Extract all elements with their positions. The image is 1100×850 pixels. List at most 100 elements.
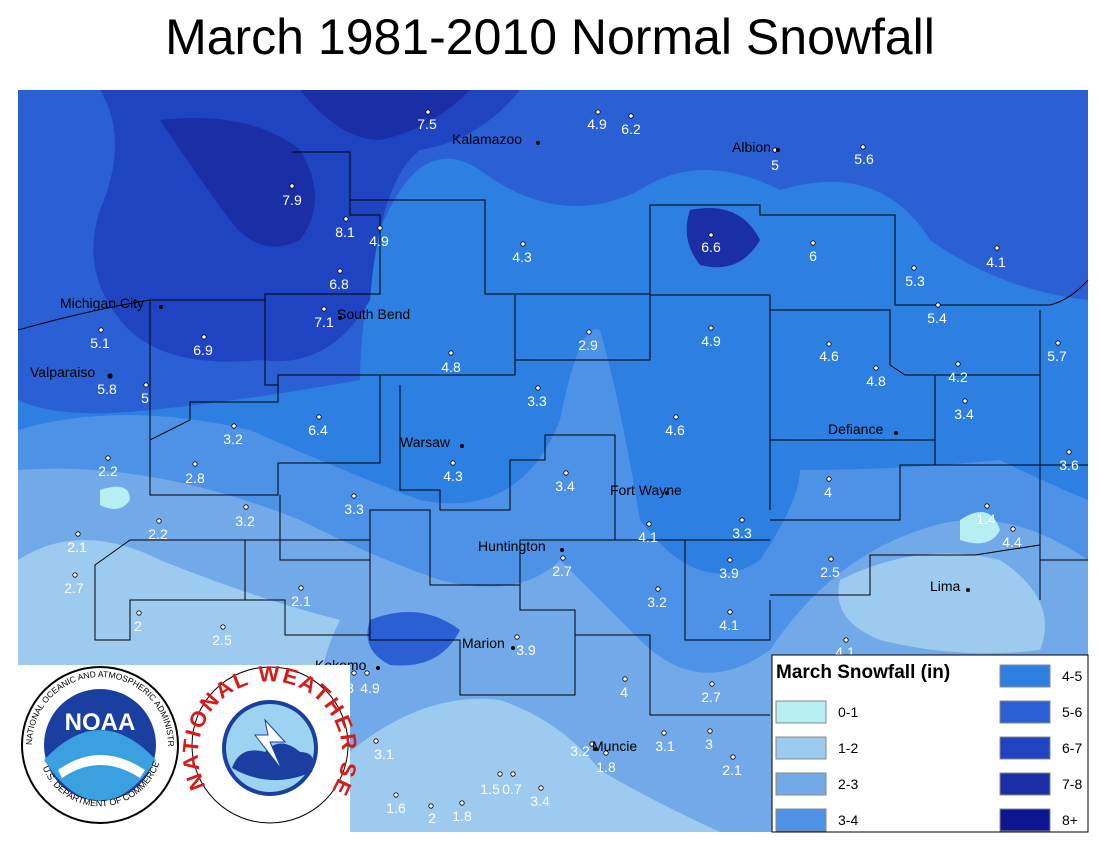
station-value: 6.9 [193,342,213,358]
station-value: 3 [346,680,354,696]
station-value: 7.1 [314,314,334,330]
station-value: 3.9 [719,565,739,581]
station-dot [603,750,609,756]
station-dot [828,556,834,562]
station-value: 5 [771,157,779,173]
station-value: 4.6 [819,348,839,364]
station-value: 3.1 [655,738,675,754]
station-dot [984,503,990,509]
station-dot [707,728,713,734]
station-value: 1.8 [596,759,616,775]
station-value: 5 [141,390,149,406]
legend-label: 1-2 [838,740,858,756]
station-value: 6 [809,248,817,264]
station-value: 5.8 [97,381,117,397]
legend-swatch [775,808,827,832]
station-dot [708,232,714,238]
city-label: Huntington [478,538,546,554]
station-dot [459,800,465,806]
station-dot [373,738,379,744]
station-value: 4.1 [986,254,1006,270]
station-value: 4.1 [719,617,739,633]
station-value: 4.8 [866,373,886,389]
station-dot [563,470,569,476]
station-dot [646,521,652,527]
station-value: 6.2 [621,121,641,137]
title: March 1981-2010 Normal Snowfall [165,9,935,65]
station-value: 1.5 [480,781,500,797]
station-dot [586,329,592,335]
station-value: 3.4 [530,793,550,809]
station-value: 2.7 [64,580,84,596]
city-dot [536,141,540,145]
station-value: 4.1 [638,529,658,545]
station-dot [994,245,1000,251]
station-value: 4.3 [512,249,532,265]
station-dot [673,414,679,420]
station-value: 7.5 [417,116,437,132]
station-dot [450,460,456,466]
station-value: 5.7 [1047,348,1067,364]
station-value: 5.6 [854,151,874,167]
station-value: 4 [620,684,628,700]
station-dot [826,341,832,347]
station-value: 2.1 [291,593,311,609]
city-label: Marion [462,635,505,651]
station-value: 2.8 [185,470,205,486]
station-dot [860,144,866,150]
city-label: Albion [732,139,771,155]
station-dot [143,382,149,388]
legend-swatch [999,664,1051,688]
station-dot [98,327,104,333]
station-dot [1055,340,1061,346]
station-dot [595,109,601,115]
station-dot [535,385,541,391]
city-dot [894,431,898,435]
station-dot [655,586,661,592]
city-dot [776,148,780,152]
station-value: 1.8 [452,808,472,824]
station-value: 3.6 [1059,457,1079,473]
station-dot [377,225,383,231]
station-dot [72,572,78,578]
city-dot [159,305,163,309]
station-dot [589,741,595,747]
station-value: 8.1 [335,224,355,240]
station-value: 2.7 [552,563,572,579]
station-value: 3 [705,736,713,752]
station-dot [628,113,634,119]
station-value: 3.2 [223,431,243,447]
county-borders [17,151,1089,716]
station-dot [739,517,745,523]
station-value: 2.7 [701,689,721,705]
station-dot [75,531,81,537]
station-dot [873,365,879,371]
legend-label: 7-8 [1062,776,1082,792]
station-dot [351,670,357,676]
station-value: 4 [824,484,832,500]
legend-label: 2-3 [838,776,858,792]
station-value: 4.2 [948,369,968,385]
station-value: 2.2 [98,463,118,479]
station-dot [911,265,917,271]
city-label: Defiance [828,421,883,437]
legend-swatch [775,772,827,796]
cities: Kalamazoo Albion Michigan City South Bend Va… [30,131,970,754]
city-dot [665,491,669,495]
station-value: 6.6 [701,239,721,255]
legend-swatch [775,700,827,724]
station-dot [520,241,526,247]
city-label: Muncie [592,738,637,754]
station-dot [955,361,961,367]
station-value: 4.9 [701,333,721,349]
city-dot [966,588,970,592]
station-dot [935,302,941,308]
station-value: 3.3 [732,525,752,541]
station-value: 4.9 [369,233,389,249]
legend-label: 5-6 [1062,704,1082,720]
station-dot [231,423,237,429]
city-dot [108,374,112,378]
station-value: 2.2 [148,526,168,542]
city-label: Michigan City [60,295,144,311]
city-dot [460,444,464,448]
